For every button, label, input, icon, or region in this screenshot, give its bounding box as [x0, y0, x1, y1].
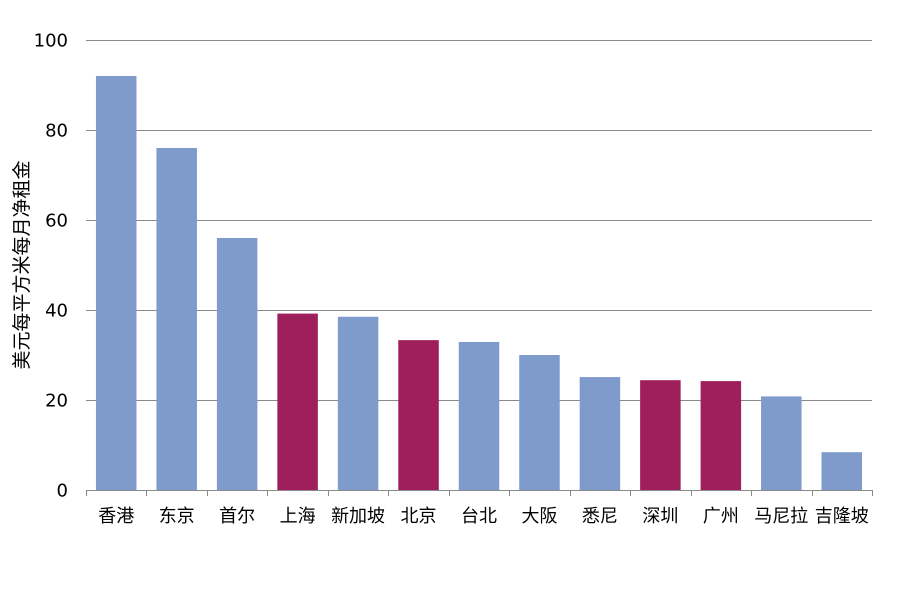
bars [95, 76, 863, 490]
x-category-label: 香港 [98, 506, 134, 527]
y-axis-ticks: 0 20 40 60 80 100 [34, 31, 68, 502]
x-category-label: 首尔 [219, 506, 255, 527]
bar-9 [579, 377, 621, 490]
y-tick-label: 40 [45, 301, 68, 322]
y-tick-label: 0 [57, 481, 68, 502]
bar-1 [95, 76, 137, 490]
x-category-label: 广州 [703, 506, 739, 527]
bar-2 [156, 148, 197, 490]
y-tick-label: 100 [34, 31, 68, 52]
bar-6 [398, 340, 439, 490]
bar-10 [640, 380, 681, 490]
x-category-label: 台北 [461, 506, 497, 527]
y-tick-label: 60 [45, 211, 68, 232]
x-axis-labels: 香港 东京 首尔 上海 新加坡 北京 台北 大阪 悉尼 深圳 广州 马尼拉 吉隆坡 [98, 506, 869, 527]
x-category-label: 东京 [159, 506, 195, 527]
bar-5 [337, 316, 379, 490]
x-category-label: 马尼拉 [754, 506, 808, 527]
bar-12 [761, 396, 802, 490]
y-axis-title: 美元每平方米每月净租金 [11, 160, 33, 369]
x-category-label: 上海 [280, 506, 316, 527]
x-category-label: 悉尼 [582, 506, 618, 527]
x-category-label: 大阪 [521, 506, 557, 527]
y-tick-label: 20 [45, 391, 68, 412]
bar-13 [821, 452, 863, 490]
y-tick-label: 80 [45, 121, 68, 142]
x-category-label: 深圳 [642, 506, 678, 527]
bar-4 [277, 313, 318, 490]
bar-7 [458, 341, 500, 490]
x-category-label: 新加坡 [331, 506, 385, 527]
bar-3 [216, 238, 258, 490]
x-category-label: 北京 [401, 506, 437, 527]
bar-11 [700, 381, 742, 490]
bar-8 [519, 355, 560, 490]
x-axis [86, 490, 873, 496]
x-category-label: 吉隆坡 [815, 506, 869, 527]
